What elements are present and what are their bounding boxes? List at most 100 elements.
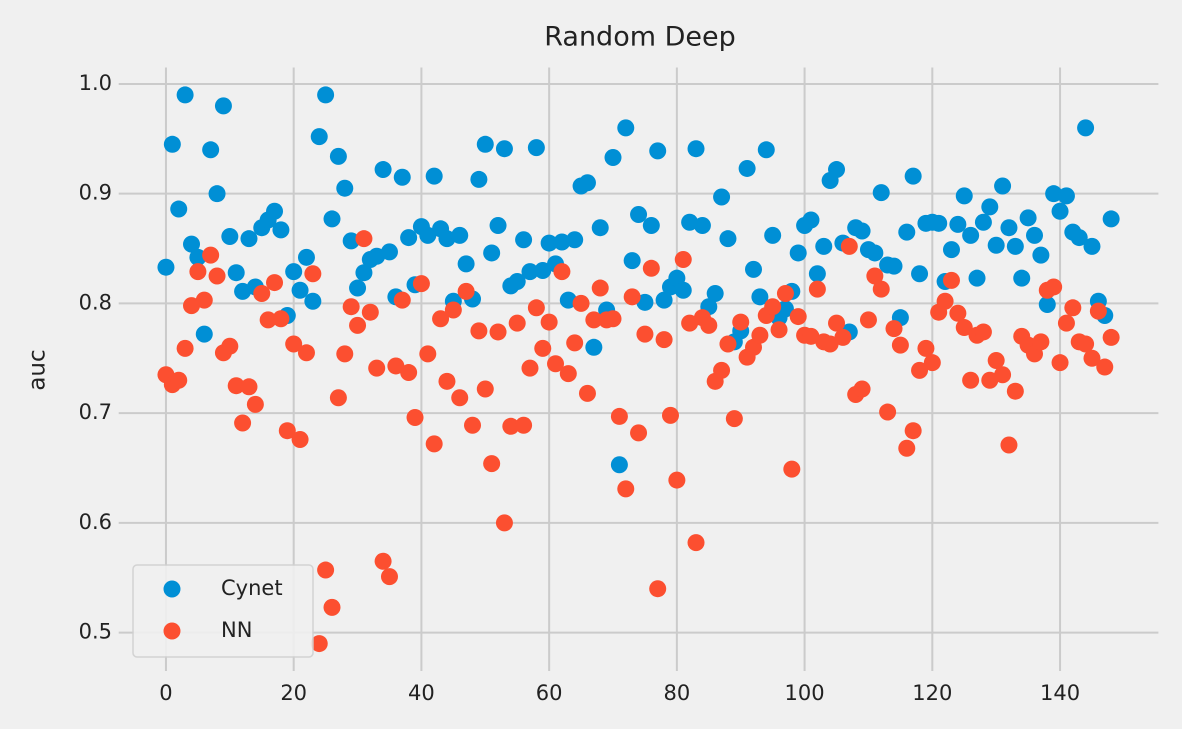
point	[272, 310, 290, 328]
point	[853, 380, 871, 398]
point	[285, 263, 303, 281]
point	[725, 410, 743, 428]
point	[1000, 219, 1018, 237]
point	[828, 161, 846, 179]
point	[649, 142, 667, 160]
point	[559, 291, 577, 309]
point	[1013, 269, 1031, 287]
point	[406, 409, 424, 427]
point	[240, 378, 258, 396]
point	[751, 288, 769, 306]
point	[336, 179, 354, 197]
point	[585, 338, 603, 356]
point	[802, 327, 820, 345]
point	[681, 213, 699, 231]
point	[808, 280, 826, 298]
x-tick-label: 0	[159, 681, 172, 705]
point	[451, 389, 469, 407]
point	[444, 301, 462, 319]
point	[1032, 333, 1050, 351]
point	[668, 471, 686, 489]
point	[163, 135, 181, 153]
point	[489, 217, 507, 235]
point	[304, 292, 322, 310]
point	[515, 231, 533, 249]
point	[438, 372, 456, 390]
point	[1064, 299, 1082, 317]
point	[208, 185, 226, 203]
point	[776, 285, 794, 303]
point	[1051, 202, 1069, 220]
point	[955, 187, 973, 205]
point	[470, 322, 488, 340]
point	[853, 222, 871, 240]
point	[942, 241, 960, 259]
point	[713, 188, 731, 206]
point	[527, 139, 545, 157]
point	[183, 235, 201, 253]
point	[329, 389, 347, 407]
point	[655, 291, 673, 309]
point	[661, 406, 679, 424]
point	[719, 335, 737, 353]
point	[202, 246, 220, 264]
point	[304, 265, 322, 283]
point	[1019, 209, 1037, 227]
point	[489, 323, 507, 341]
point	[297, 344, 315, 362]
point	[368, 247, 386, 265]
point	[987, 236, 1005, 254]
point	[930, 214, 948, 232]
point	[253, 285, 271, 303]
point	[317, 86, 335, 104]
point	[617, 480, 635, 498]
point	[240, 230, 258, 248]
point	[495, 514, 513, 532]
point	[266, 202, 284, 220]
legend-marker	[163, 622, 181, 640]
point	[266, 274, 284, 292]
point	[559, 365, 577, 383]
point	[170, 200, 188, 218]
point	[630, 206, 648, 224]
x-tick-label: 120	[912, 681, 952, 705]
point	[393, 168, 411, 186]
point	[591, 219, 609, 237]
point	[949, 215, 967, 233]
point	[1000, 436, 1018, 454]
point	[764, 298, 782, 316]
point	[642, 217, 660, 235]
point	[355, 230, 373, 248]
point	[419, 345, 437, 363]
point	[470, 170, 488, 188]
point	[349, 279, 367, 297]
point	[610, 456, 628, 474]
point	[674, 251, 692, 269]
point	[457, 282, 475, 300]
x-tick-label: 20	[280, 681, 307, 705]
point	[591, 279, 609, 297]
series	[157, 230, 1120, 653]
point	[585, 311, 603, 329]
point	[342, 232, 360, 250]
point	[891, 336, 909, 354]
point	[821, 335, 839, 353]
point	[1006, 382, 1024, 400]
point	[649, 580, 667, 598]
x-tick-label: 40	[408, 681, 435, 705]
point	[751, 326, 769, 344]
point	[1045, 185, 1063, 203]
legend-label: Cynet	[221, 576, 283, 600]
point	[387, 357, 405, 375]
point	[687, 534, 705, 552]
point	[828, 314, 846, 332]
point	[630, 424, 648, 442]
point	[425, 167, 443, 185]
point	[917, 339, 935, 357]
point	[515, 416, 533, 434]
point	[329, 147, 347, 165]
y-tick-label: 0.7	[79, 400, 112, 424]
y-tick-label: 0.9	[79, 181, 112, 205]
